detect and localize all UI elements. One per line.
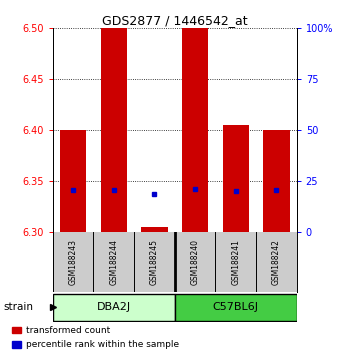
- Bar: [12, 327, 21, 333]
- Text: GSM188245: GSM188245: [150, 239, 159, 285]
- Text: GSM188241: GSM188241: [231, 239, 240, 285]
- Bar: [141, 227, 168, 232]
- Bar: [182, 28, 208, 232]
- Bar: [263, 130, 290, 232]
- Text: percentile rank within the sample: percentile rank within the sample: [26, 340, 179, 349]
- Text: DBA2J: DBA2J: [97, 302, 131, 312]
- Text: C57BL6J: C57BL6J: [213, 302, 259, 312]
- Bar: [12, 342, 21, 348]
- Title: GDS2877 / 1446542_at: GDS2877 / 1446542_at: [102, 14, 248, 27]
- Text: transformed count: transformed count: [26, 326, 110, 335]
- Text: GSM188243: GSM188243: [69, 239, 78, 285]
- Text: GSM188244: GSM188244: [109, 239, 118, 285]
- Bar: [60, 130, 86, 232]
- Bar: [223, 125, 249, 232]
- Text: GSM188242: GSM188242: [272, 239, 281, 285]
- Text: strain: strain: [3, 302, 33, 312]
- FancyBboxPatch shape: [175, 293, 297, 321]
- FancyBboxPatch shape: [53, 293, 175, 321]
- Text: GSM188240: GSM188240: [191, 239, 199, 285]
- Bar: [101, 28, 127, 232]
